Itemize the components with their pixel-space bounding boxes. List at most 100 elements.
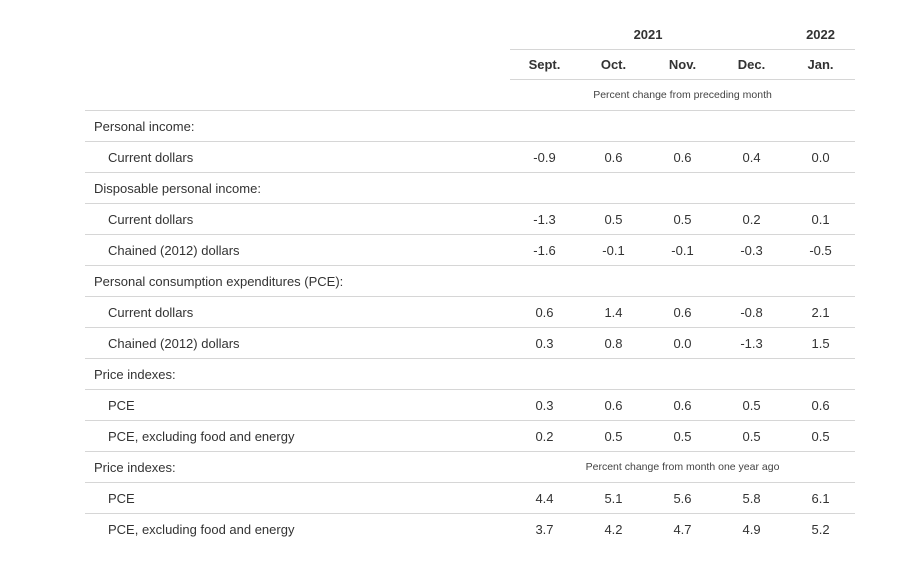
- empty-cell: [510, 110, 579, 142]
- value-cell: 0.5: [786, 420, 856, 452]
- value-cell: 0.0: [648, 327, 717, 359]
- value-cell: 0.6: [579, 389, 648, 421]
- table-row: Chained (2012) dollars 0.3 0.8 0.0 -1.3 1.5: [85, 327, 856, 359]
- value-cell: 0.6: [786, 389, 856, 421]
- table-row: Current dollars -1.3 0.5 0.5 0.2 0.1: [85, 203, 856, 235]
- empty-cell: [786, 358, 856, 390]
- section-row: Price indexes:: [85, 358, 856, 390]
- value-cell: 5.8: [717, 482, 787, 514]
- empty-cell: [786, 265, 856, 297]
- empty-cell: [648, 358, 717, 390]
- empty-cell: [717, 358, 787, 390]
- empty-cell: [648, 265, 717, 297]
- personal-income-table-container: 2021 2022 Sept. Oct. Nov. Dec. Jan. Perc…: [85, 19, 856, 545]
- value-cell: 0.6: [648, 389, 717, 421]
- row-label: PCE: [85, 389, 510, 421]
- value-cell: 0.2: [510, 420, 579, 452]
- header-corner: [85, 50, 510, 80]
- section-label: Personal income:: [85, 110, 510, 142]
- value-cell: -1.6: [510, 234, 579, 266]
- row-label: PCE, excluding food and energy: [85, 420, 510, 452]
- section-label: Price indexes:: [85, 358, 510, 390]
- empty-cell: [717, 110, 787, 142]
- value-cell: 0.5: [579, 203, 648, 235]
- value-cell: -0.3: [717, 234, 787, 266]
- section-label: Price indexes:: [85, 451, 510, 483]
- month-header-row: Sept. Oct. Nov. Dec. Jan.: [85, 49, 856, 80]
- row-label: Current dollars: [85, 296, 510, 328]
- empty-cell: [510, 358, 579, 390]
- table-row: Current dollars 0.6 1.4 0.6 -0.8 2.1: [85, 296, 856, 328]
- value-cell: 0.6: [579, 141, 648, 173]
- value-cell: 1.4: [579, 296, 648, 328]
- value-cell: 4.9: [742, 521, 761, 537]
- month-header: Sept.: [510, 49, 579, 80]
- value-cell: -0.5: [786, 234, 856, 266]
- year-header-2022: 2022: [786, 19, 856, 50]
- value-cell: -0.1: [648, 234, 717, 266]
- row-label: Chained (2012) dollars: [85, 234, 510, 266]
- table-row: Chained (2012) dollars -1.6 -0.1 -0.1 -0.3 -0…: [85, 234, 856, 266]
- unit-note-row: Percent change from preceding month: [85, 79, 856, 111]
- value-cell: 2.1: [786, 296, 856, 328]
- value-cell: 0.3: [510, 327, 579, 359]
- section-label: Personal consumption expenditures (PCE):: [85, 265, 510, 297]
- value-cell: 3.7: [535, 521, 554, 537]
- table-row: PCE 4.4 5.1 5.6 5.8 6.1: [85, 482, 856, 514]
- row-label: PCE: [85, 482, 510, 514]
- table-body: Personal income: Current dollars -0.9 0.6 0.…: [85, 110, 856, 545]
- value-cell: -1.3: [717, 327, 787, 359]
- value-cell: 5.1: [579, 482, 648, 514]
- table-row: Current dollars -0.9 0.6 0.6 0.4 0.0: [85, 141, 856, 173]
- section-label: Disposable personal income:: [85, 172, 510, 204]
- year-header-2021: 2021: [510, 19, 787, 50]
- value-cell: 4.7: [673, 521, 692, 537]
- empty-cell: [648, 172, 717, 204]
- month-header: Jan.: [786, 49, 856, 80]
- value-cell: 0.2: [717, 203, 787, 235]
- personal-income-outlays-table: 2021 2022 Sept. Oct. Nov. Dec. Jan. Perc…: [85, 19, 856, 545]
- header-corner: [85, 79, 510, 111]
- year-header-row: 2021 2022: [85, 19, 856, 50]
- row-label: Current dollars: [85, 203, 510, 235]
- empty-cell: [579, 172, 648, 204]
- month-header: Oct.: [579, 49, 648, 80]
- empty-cell: [717, 265, 787, 297]
- table-header: 2021 2022 Sept. Oct. Nov. Dec. Jan. Perc…: [85, 19, 856, 111]
- value-cell: 5.2: [811, 521, 830, 537]
- value-cell: 0.5: [717, 420, 787, 452]
- month-header: Dec.: [717, 49, 787, 80]
- value-cell: 0.5: [579, 420, 648, 452]
- value-cell: 1.5: [786, 327, 856, 359]
- header-corner: [85, 19, 510, 50]
- empty-cell: [579, 358, 648, 390]
- value-cell: -1.3: [510, 203, 579, 235]
- empty-cell: [786, 110, 856, 142]
- empty-cell: [510, 172, 579, 204]
- value-cell: 0.3: [510, 389, 579, 421]
- value-cell: -0.1: [579, 234, 648, 266]
- value-cell: 4.4: [510, 482, 579, 514]
- value-cell: 0.8: [579, 327, 648, 359]
- value-cell: 6.1: [786, 482, 856, 514]
- value-cell: 0.6: [648, 141, 717, 173]
- section-row: Disposable personal income:: [85, 172, 856, 204]
- value-cell: 0.4: [717, 141, 787, 173]
- table-row: PCE 0.3 0.6 0.6 0.5 0.6: [85, 389, 856, 421]
- value-cell: 0.5: [648, 203, 717, 235]
- unit-note: Percent change from month one year ago: [510, 451, 856, 483]
- value-cell: 0.5: [648, 420, 717, 452]
- value-cell: 4.2: [604, 521, 623, 537]
- value-cell: -0.9: [510, 141, 579, 173]
- value-cell: 0.0: [786, 141, 856, 173]
- empty-cell: [579, 265, 648, 297]
- empty-cell: [717, 172, 787, 204]
- section-row: Personal consumption expenditures (PCE):: [85, 265, 856, 297]
- table-row: PCE, excluding food and energy 0.2 0.5 0.5 0…: [85, 420, 856, 452]
- unit-note: Percent change from preceding month: [510, 79, 856, 111]
- value-cell: 0.5: [717, 389, 787, 421]
- table-row: PCE, excluding food and energy 3.7 4.2 4.7 4…: [85, 514, 855, 545]
- month-header: Nov.: [648, 49, 717, 80]
- value-cell: 5.6: [648, 482, 717, 514]
- empty-cell: [786, 172, 856, 204]
